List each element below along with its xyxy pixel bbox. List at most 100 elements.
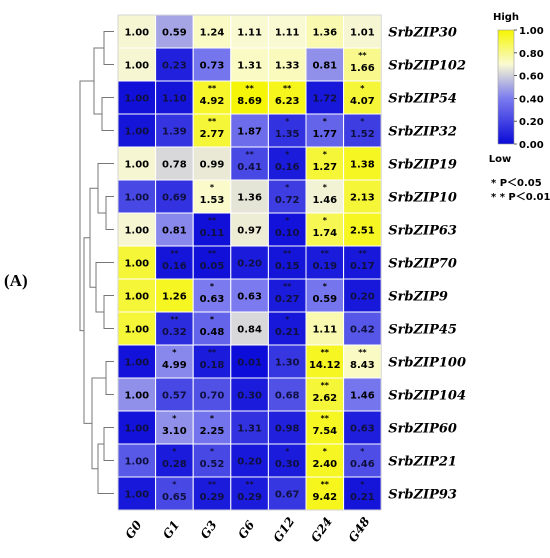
cell-value: 0.41 [237, 162, 262, 173]
cell-value: 0.42 [350, 325, 375, 336]
heatmap-cell: 1.00 [117, 212, 157, 247]
heatmap-cell: * 0.63 [192, 278, 232, 313]
row-label: SrbZIP9 [388, 290, 448, 305]
column-label: G0 [122, 518, 145, 542]
cell-significance: * [210, 183, 215, 192]
cell-value: 3.10 [162, 426, 187, 437]
cell-value: 1.00 [124, 259, 149, 270]
column-label: G48 [346, 514, 373, 545]
heatmap-cells: 1.00 0.59 1.24 1.11 1.11 1.36 1.01 1.00 0.23 0.73… [117, 14, 382, 511]
cell-rect [192, 80, 232, 115]
row-label: SrbZIP45 [388, 323, 457, 338]
cell-value: 1.00 [124, 226, 149, 237]
heatmap-cell: * 3.10 [155, 410, 194, 445]
cell-rect [267, 443, 307, 478]
cell-significance: * [323, 282, 328, 291]
legend-low-label: Low [489, 154, 511, 165]
heatmap-cell: 0.69 [155, 179, 194, 214]
heatmap-cell: 1.00 [117, 47, 157, 82]
cell-rect [230, 344, 269, 379]
cell-rect [343, 80, 382, 115]
cell-value: 8.69 [237, 96, 262, 107]
legend-tick-label: 0.40 [519, 94, 544, 105]
heatmap-cell: * 0.48 [192, 311, 232, 346]
cell-value: 0.84 [237, 325, 262, 336]
heatmap-cell: * 0.59 [305, 278, 345, 313]
heatmap-cell: * 0.30 [267, 443, 307, 478]
row-dendrogram [79, 31, 114, 494]
cell-value: 0.11 [200, 228, 225, 239]
cell-value: 0.63 [237, 292, 262, 303]
cell-rect [192, 179, 232, 214]
heatmap-cell: 1.46 [343, 377, 382, 412]
cell-rect [192, 14, 232, 49]
cell-value: 0.67 [275, 490, 300, 501]
cell-significance: ** [358, 51, 367, 60]
cell-value: 0.52 [200, 459, 225, 470]
cell-significance: * [360, 447, 365, 456]
cell-value: 1.77 [312, 129, 337, 140]
heatmap-cell: 1.36 [305, 14, 345, 49]
row-label: SrbZIP60 [388, 422, 457, 437]
cell-significance: ** [208, 216, 217, 225]
cell-significance: ** [283, 84, 292, 93]
heatmap-cell: 1.24 [192, 14, 232, 49]
cell-significance: * [360, 117, 365, 126]
cell-rect [230, 80, 269, 115]
cell-value: 2.25 [200, 426, 225, 437]
heatmap-cell: ** 0.29 [230, 476, 269, 511]
cell-rect [343, 377, 382, 412]
column-label: G1 [160, 518, 182, 541]
heatmap-cell: * 0.10 [267, 212, 307, 247]
cell-value: 0.05 [200, 261, 225, 272]
heatmap-cell: 1.00 [117, 245, 157, 280]
cell-value: 2.13 [350, 193, 375, 204]
heatmap-cell: ** 0.29 [192, 476, 232, 511]
heatmap-cell: 0.70 [192, 377, 232, 412]
cell-value: 1.46 [312, 195, 337, 206]
cell-value: 1.00 [124, 325, 149, 336]
cell-value: 0.20 [350, 292, 375, 303]
heatmap-cell: 1.00 [117, 179, 157, 214]
cell-significance: ** [245, 150, 254, 159]
cell-rect [343, 212, 382, 247]
cell-significance: ** [321, 480, 330, 489]
cell-value: 0.81 [312, 61, 337, 72]
cell-value: 0.21 [275, 327, 300, 338]
heatmap-cell: 1.00 [117, 476, 157, 511]
heatmap-cell: ** 0.18 [192, 344, 232, 379]
cell-rect [230, 278, 269, 313]
heatmap-cell: 2.51 [343, 212, 382, 247]
cell-significance: ** [208, 249, 217, 258]
cell-rect [192, 47, 232, 82]
heatmap-cell: 0.63 [343, 410, 382, 445]
cell-significance: * [210, 315, 215, 324]
cell-significance: ** [321, 348, 330, 357]
legend-tick-label: 0.20 [519, 117, 544, 128]
cell-significance: * [323, 183, 328, 192]
cell-rect [117, 278, 157, 313]
heatmap-cell: * 1.27 [305, 146, 345, 181]
heatmap-cell: 0.84 [230, 311, 269, 346]
heatmap-cell: 1.33 [267, 47, 307, 82]
cell-value: 0.17 [350, 261, 375, 272]
heatmap-cell: 1.00 [117, 443, 157, 478]
cell-value: 0.70 [200, 391, 225, 402]
heatmap-cell: * 2.40 [305, 443, 345, 478]
cell-value: 0.16 [162, 261, 187, 272]
cell-value: 1.72 [312, 94, 337, 105]
heatmap-cell: ** 2.77 [192, 113, 232, 148]
cell-value: 2.51 [350, 226, 375, 237]
cell-rect [117, 113, 157, 148]
cell-significance: ** [208, 117, 217, 126]
heatmap-cell: 0.98 [267, 410, 307, 445]
cell-significance: * [172, 414, 177, 423]
cell-value: 2.40 [312, 459, 337, 470]
cell-value: 1.00 [124, 127, 149, 138]
heatmap-cell: * 0.46 [343, 443, 382, 478]
cell-value: 0.15 [275, 261, 300, 272]
cell-value: 1.00 [124, 193, 149, 204]
legend-colorbar [497, 29, 515, 145]
heatmap-cell: * 0.65 [155, 476, 194, 511]
cell-significance: * [285, 183, 290, 192]
